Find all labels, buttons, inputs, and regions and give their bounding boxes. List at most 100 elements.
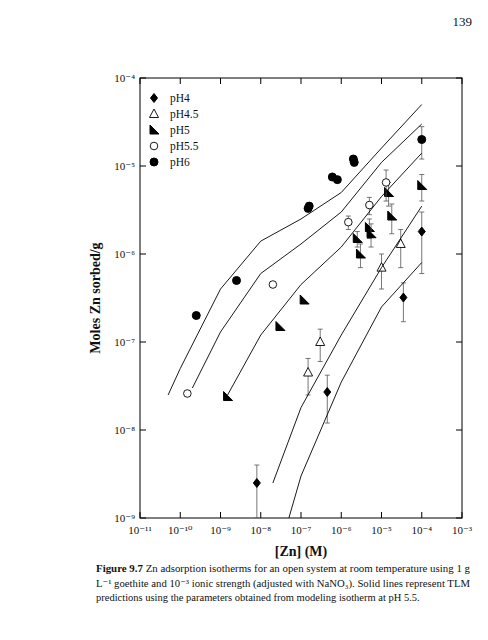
- data-point: [400, 293, 407, 302]
- plot-area: [168, 104, 427, 518]
- data-point: [388, 211, 397, 220]
- model-line: [168, 104, 422, 394]
- error-bar-cap: [367, 218, 372, 219]
- data-point: [304, 368, 313, 377]
- x-tick-label: 10⁻⁷: [291, 524, 312, 536]
- data-point: [305, 202, 313, 210]
- x-tick-top: [301, 78, 302, 84]
- error-bar-cap: [369, 247, 374, 248]
- model-line: [289, 263, 422, 518]
- x-tick-top: [341, 78, 342, 84]
- y-tick-label: 10⁻⁶: [114, 248, 135, 260]
- x-tick-label: 10⁻⁸: [250, 524, 271, 536]
- x-tick: [301, 512, 302, 518]
- error-bar-cap: [379, 254, 384, 255]
- error-bar-cap: [369, 223, 374, 224]
- error-bar-cap: [254, 518, 259, 519]
- data-point: [353, 234, 362, 243]
- error-bar-cap: [389, 233, 394, 234]
- x-tick: [421, 512, 422, 518]
- x-tick-top: [180, 78, 181, 84]
- page-number: 139: [453, 14, 473, 29]
- data-point: [418, 227, 425, 236]
- x-tick: [260, 512, 261, 518]
- error-bar-cap: [379, 289, 384, 290]
- error-bar-cap: [419, 212, 424, 213]
- x-tick-label: 10⁻⁶: [331, 524, 352, 536]
- legend-label: pH5: [170, 124, 190, 137]
- x-tick-label: 10⁻¹⁰: [168, 524, 193, 536]
- data-point: [192, 312, 200, 320]
- legend-label: pH5.5: [170, 140, 199, 153]
- model-line: [192, 124, 421, 388]
- error-bar-line: [421, 212, 422, 274]
- error-bar-cap: [386, 206, 391, 207]
- y-tick-right: [456, 430, 462, 431]
- y-tick: [140, 78, 146, 79]
- legend-marker: [150, 158, 158, 166]
- error-bar-cap: [346, 229, 351, 230]
- x-tick: [341, 512, 342, 518]
- y-tick-label: 10⁻⁷: [114, 336, 135, 348]
- error-bar-cap: [358, 243, 363, 244]
- error-bar-line: [400, 229, 401, 267]
- legend-label: pH6: [170, 156, 190, 169]
- error-bar-cap: [419, 126, 424, 127]
- data-point: [345, 218, 353, 226]
- y-tick-label: 10⁻⁵: [114, 160, 135, 172]
- legend: pH4pH4.5pH5pH5.5pH6: [150, 92, 199, 169]
- data-point: [184, 390, 192, 398]
- x-tick: [180, 512, 181, 518]
- error-bar: [254, 465, 259, 518]
- x-tick-label: 10⁻³: [452, 524, 473, 536]
- data-point: [367, 229, 376, 238]
- error-bar-cap: [358, 267, 363, 268]
- caption-line: Figure 9.7 Zn adsorption isotherms for a…: [96, 563, 471, 574]
- x-tick-top: [462, 78, 463, 84]
- error-bar-cap: [355, 231, 360, 232]
- legend-marker: [150, 109, 159, 118]
- error-bar-cap: [389, 203, 394, 204]
- error-bar-cap: [325, 375, 330, 376]
- y-tick: [140, 166, 146, 167]
- legend-marker: [151, 94, 158, 103]
- y-tick-right: [456, 342, 462, 343]
- error-bar-cap: [254, 465, 259, 466]
- caption-label: Figure 9.7: [96, 563, 143, 574]
- y-tick-right: [456, 166, 462, 167]
- data-point: [276, 322, 285, 331]
- error-bar-cap: [398, 267, 403, 268]
- y-tick: [140, 518, 146, 519]
- x-tick: [462, 512, 463, 518]
- error-bar: [401, 283, 406, 322]
- x-tick-top: [140, 78, 141, 84]
- y-tick: [140, 430, 146, 431]
- y-tick-right: [456, 78, 462, 79]
- y-tick-right: [456, 518, 462, 519]
- error-bar-cap: [419, 273, 424, 274]
- x-tick-label: 10⁻⁵: [371, 524, 392, 536]
- x-tick-label: 10⁻⁴: [411, 524, 432, 536]
- data-point: [382, 179, 390, 187]
- data-point: [333, 176, 341, 184]
- data-point: [269, 281, 277, 289]
- error-bar-cap: [355, 247, 360, 248]
- y-tick-right: [456, 254, 462, 255]
- error-bar-cap: [367, 197, 372, 198]
- plot-frame: [140, 78, 462, 518]
- caption-text: Zn adsorption isotherms for an open syst…: [143, 563, 471, 574]
- x-tick-label: 10⁻⁹: [210, 524, 231, 536]
- x-tick-label: 10⁻¹¹: [128, 524, 151, 536]
- error-bar-cap: [325, 423, 330, 424]
- y-tick-label: 10⁻⁴: [114, 72, 135, 84]
- error-bar-line: [256, 465, 257, 518]
- y-tick-label: 10⁻⁸: [114, 424, 135, 436]
- x-tick-top: [260, 78, 261, 84]
- error-bar-cap: [419, 159, 424, 160]
- x-tick: [140, 512, 141, 518]
- error-bar-cap: [346, 216, 351, 217]
- y-tick-label: 10⁻⁹: [114, 512, 135, 524]
- background: [0, 0, 488, 640]
- legend-label: pH4.5: [170, 108, 199, 121]
- error-bar-cap: [398, 229, 403, 230]
